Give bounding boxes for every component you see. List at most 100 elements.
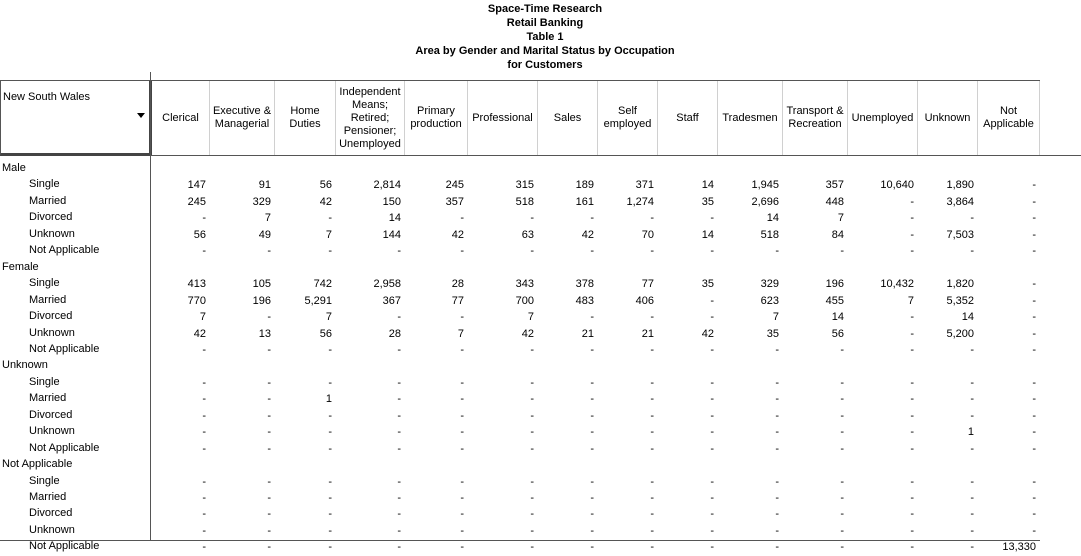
cell: - [650,442,654,455]
cell: 10,640 [880,179,914,192]
cell: 245 [445,179,464,192]
cell: - [267,541,271,554]
row-label: Divorced [29,310,73,323]
cell: 378 [575,278,594,291]
cell: - [267,426,271,439]
title-line: Area by Gender and Marital Status by Occ… [415,45,675,57]
column-header: Transport & Recreation [783,81,848,155]
cell: - [1032,327,1036,340]
divider [150,72,151,540]
cell: - [650,475,654,488]
cell: 5,200 [946,327,974,340]
cell: 1 [967,426,974,439]
cell: - [530,376,534,389]
cell: - [650,492,654,504]
cell: - [840,508,844,521]
cell: - [910,245,914,258]
cell: - [710,492,714,504]
cell: - [1032,426,1036,439]
cell: - [910,228,914,241]
cell: - [840,426,844,439]
cell: - [910,327,914,340]
cell: - [202,393,206,406]
cell: 7 [325,228,332,241]
cell: 28 [388,327,401,340]
cell: 367 [382,294,401,307]
cell: - [202,442,206,455]
cell: - [1032,212,1036,225]
cell: 14 [388,212,401,225]
cell: 357 [825,179,844,192]
cell: - [650,311,654,324]
cell: 21 [641,327,654,340]
cell: 2,814 [373,179,401,192]
cell: - [530,508,534,521]
cell: - [970,541,974,554]
cell: - [460,343,464,356]
cell: 7 [457,327,464,340]
cell: - [530,524,534,537]
cell: 56 [319,327,332,340]
cell: - [775,343,779,356]
cell: 1,820 [946,278,974,291]
cell: 70 [641,228,654,241]
cell: - [328,245,332,258]
title-line: Table 1 [526,31,564,43]
cell: - [775,245,779,258]
cell: - [530,492,534,504]
cell: 91 [258,179,271,192]
cell: - [460,524,464,537]
cell: - [328,442,332,455]
cell: 518 [760,228,779,241]
title-line: Retail Banking [506,17,584,29]
cell: - [1032,409,1036,422]
cell: - [267,442,271,455]
cell: - [775,409,779,422]
cell: - [650,393,654,406]
cell: 371 [635,179,654,192]
cell: - [710,245,714,258]
column-header: Staff [658,81,718,155]
cell: 14 [701,179,714,192]
cell: 35 [701,195,714,208]
cell: 7 [199,311,206,324]
cell: - [970,343,974,356]
row-label: Unknown [29,326,75,339]
cell: - [710,475,714,488]
cell: - [328,426,332,439]
cell: - [840,442,844,455]
cell: - [267,492,271,504]
cell: - [840,492,844,504]
cell: - [710,376,714,389]
cell: - [202,475,206,488]
cell: 42 [319,195,332,208]
cell: - [910,409,914,422]
cell: 448 [825,195,844,208]
cell: 150 [382,195,401,208]
cell: - [710,508,714,521]
cell: - [910,343,914,356]
column-header: Clerical [152,81,210,155]
cell: 7 [837,212,844,225]
cell: - [970,508,974,521]
rule [150,155,1081,156]
row-label: Single [29,277,60,290]
cell: 56 [193,228,206,241]
cell: - [1032,508,1036,521]
cell: - [202,409,206,422]
cell: - [775,524,779,537]
selector-box[interactable]: New South Wales [0,80,152,156]
cell: 5,291 [304,294,332,307]
cell: - [910,524,914,537]
dropdown-arrow[interactable] [137,113,145,118]
cell: - [397,492,401,504]
cell: 7 [264,212,271,225]
cell: - [202,541,206,554]
cell: - [397,524,401,537]
cell: 189 [575,179,594,192]
cell: - [650,508,654,521]
cell: - [710,393,714,406]
cell: - [460,475,464,488]
cell: - [460,442,464,455]
